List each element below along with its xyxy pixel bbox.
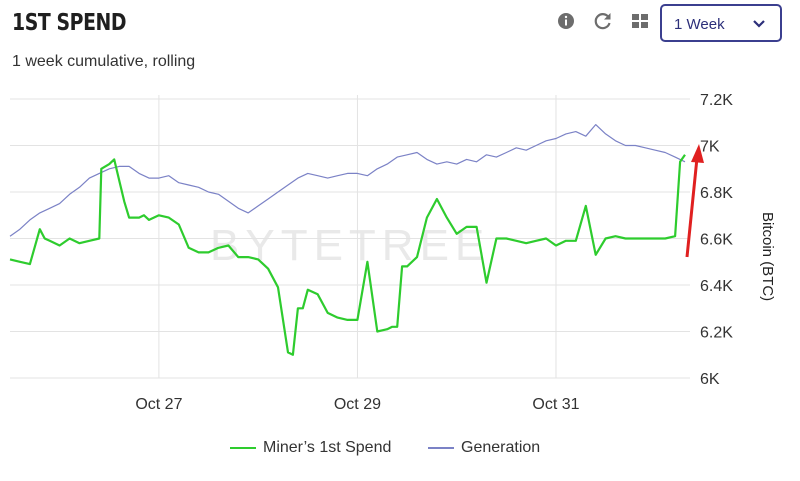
y-tick-label: 6.2K [700,325,733,342]
chevron-down-icon [753,20,765,28]
legend-label-generation: Generation [461,439,541,456]
time-range-value: 1 Week [674,16,725,33]
annotation-arrow-head [691,144,704,163]
legend-swatch-miner-spend [230,447,256,449]
annotation-arrow-shaft [685,157,699,258]
y-tick-label: 6.8K [700,185,733,202]
x-tick-label: Oct 31 [532,396,579,413]
info-icon[interactable] [555,10,577,32]
x-tick-label: Oct 29 [334,396,381,413]
chart-area: BYTETREE 6K 6.2K 6.4K 6.6K 6.8K 7K 7.2K Oct 27 Oc… [9,92,733,413]
chart-legend: Miner’s 1st Spend Generation [0,438,800,458]
y-tick-label: 6.4K [700,278,733,295]
time-range-select[interactable]: 1 Week [660,4,782,42]
x-tick-label: Oct 27 [135,396,182,413]
y-tick-label: 6K [700,371,720,388]
page-subtitle: 1 week cumulative, rolling [12,53,196,70]
y-tick-label: 6.6K [700,232,733,249]
y-tick-label: 7K [700,139,720,156]
page-title: 1ST SPEND [12,10,127,36]
watermark: BYTETREE [210,221,490,270]
legend-swatch-generation [428,447,454,449]
refresh-icon[interactable] [592,10,614,32]
series-line-miner-spend [9,154,686,356]
legend-label-miner-spend: Miner’s 1st Spend [263,439,392,456]
grid-icon[interactable] [629,10,651,32]
y-tick-label: 7.2K [700,92,733,109]
series-line-generation [9,123,686,237]
